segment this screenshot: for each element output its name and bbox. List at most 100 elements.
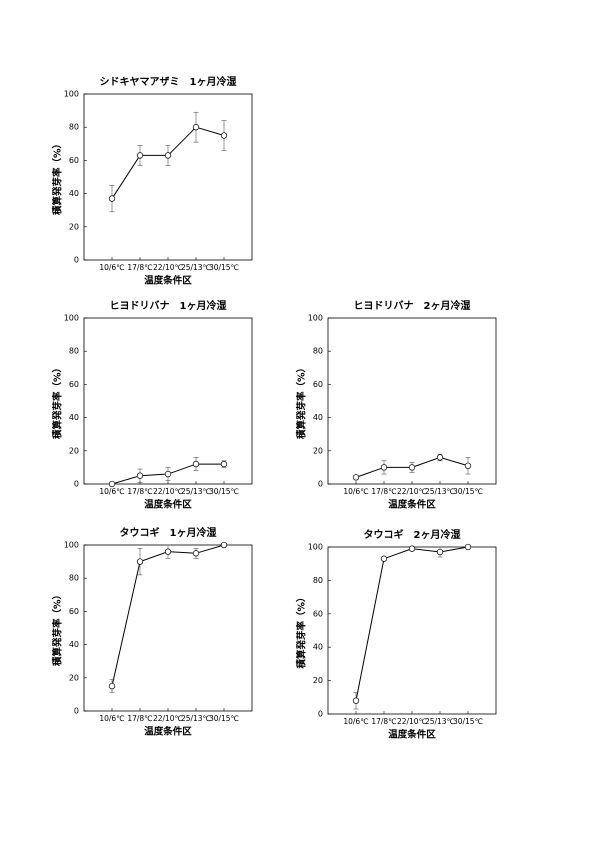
y-tick-label: 0 xyxy=(318,710,323,719)
x-tick-label: 25/13℃ xyxy=(181,263,211,272)
data-point xyxy=(464,543,472,551)
data-point xyxy=(164,152,172,159)
x-tick-label: 30/15℃ xyxy=(453,717,483,726)
y-tick-label: 80 xyxy=(313,576,323,585)
data-point xyxy=(436,454,444,461)
x-axis-label: 温度条件区 xyxy=(144,275,192,287)
y-tick-label: 60 xyxy=(69,607,79,616)
y-axis-label: 積算発芽率（%） xyxy=(296,363,308,440)
x-axis-label: 温度条件区 xyxy=(144,726,192,738)
x-tick-label: 25/13℃ xyxy=(425,487,455,496)
y-tick-label: 80 xyxy=(69,574,79,583)
y-tick-label: 60 xyxy=(69,156,79,165)
y-tick-label: 100 xyxy=(308,314,323,323)
y-tick-label: 80 xyxy=(313,347,323,356)
data-point xyxy=(220,541,228,549)
y-tick-label: 20 xyxy=(313,446,323,455)
y-tick-label: 0 xyxy=(318,480,323,489)
x-tick-label: 17/8℃ xyxy=(127,487,152,496)
y-tick-label: 80 xyxy=(69,347,79,356)
data-point xyxy=(164,470,172,478)
y-tick-label: 40 xyxy=(313,413,323,422)
data-point xyxy=(436,548,444,556)
data-point xyxy=(136,472,144,479)
plot-frame xyxy=(327,317,497,485)
x-tick-label: 22/10℃ xyxy=(397,487,427,496)
data-point xyxy=(136,558,144,565)
x-tick-label: 10/6℃ xyxy=(343,487,368,496)
y-tick-label: 100 xyxy=(64,541,79,550)
plot-frame xyxy=(83,317,253,485)
data-point xyxy=(192,460,200,468)
data-point xyxy=(108,480,116,488)
data-point xyxy=(164,548,172,555)
y-tick-label: 40 xyxy=(69,640,79,649)
data-point xyxy=(380,464,388,471)
y-tick-label: 0 xyxy=(74,480,79,489)
chart: タウコギ 2ヶ月冷湿 0 20 40 60 80 100 積算発芽率（%） 温度条件区 10/6℃… xyxy=(296,528,497,741)
x-tick-label: 25/13℃ xyxy=(425,717,455,726)
chart-title: タウコギ 1ヶ月冷湿 xyxy=(120,526,217,539)
chart: ヒヨドリバナ 1ヶ月冷湿 0 20 40 60 80 100 積算発芽率（%） 温度条件区 10/… xyxy=(52,299,253,511)
x-tick-label: 30/15℃ xyxy=(209,263,239,272)
x-tick-label: 22/10℃ xyxy=(153,487,183,496)
x-tick-label: 17/8℃ xyxy=(371,487,396,496)
y-tick-label: 20 xyxy=(313,676,323,685)
x-tick-label: 30/15℃ xyxy=(209,714,239,723)
y-tick-label: 40 xyxy=(69,189,79,198)
x-tick-label: 10/6℃ xyxy=(99,714,124,723)
y-axis-label: 積算発芽率（%） xyxy=(296,592,308,669)
y-axis-label: 積算発芽率（%） xyxy=(52,139,64,216)
plot-frame xyxy=(83,93,253,261)
y-tick-label: 20 xyxy=(69,446,79,455)
data-point xyxy=(352,474,360,481)
plot-frame xyxy=(327,546,497,715)
data-point xyxy=(220,460,228,468)
data-line xyxy=(355,546,469,701)
y-tick-label: 80 xyxy=(69,123,79,132)
x-tick-label: 17/8℃ xyxy=(371,717,396,726)
chart-title: シドキヤマアザミ 1ヶ月冷湿 xyxy=(100,75,237,88)
chart-title: ヒヨドリバナ 2ヶ月冷湿 xyxy=(354,299,471,312)
x-tick-label: 22/10℃ xyxy=(153,714,183,723)
chart-title: タウコギ 2ヶ月冷湿 xyxy=(364,528,461,541)
data-point xyxy=(108,195,116,202)
chart: ヒヨドリバナ 2ヶ月冷湿 0 20 40 60 80 100 積算発芽率（%） 温度条件区 10/… xyxy=(296,299,497,511)
x-tick-label: 25/13℃ xyxy=(181,487,211,496)
y-axis-label: 積算発芽率（%） xyxy=(52,363,64,440)
x-tick-label: 25/13℃ xyxy=(181,714,211,723)
x-tick-label: 17/8℃ xyxy=(127,714,152,723)
y-tick-label: 100 xyxy=(308,543,323,552)
data-point xyxy=(408,545,416,552)
data-point xyxy=(408,464,416,471)
y-tick-label: 60 xyxy=(313,380,323,389)
data-point xyxy=(108,682,116,690)
x-tick-label: 10/6℃ xyxy=(343,717,368,726)
y-tick-label: 20 xyxy=(69,222,79,231)
y-tick-label: 0 xyxy=(74,256,79,265)
y-tick-label: 40 xyxy=(69,413,79,422)
y-tick-label: 20 xyxy=(69,673,79,682)
y-tick-label: 100 xyxy=(64,314,79,323)
y-tick-label: 60 xyxy=(313,609,323,618)
y-tick-label: 40 xyxy=(313,643,323,652)
data-line xyxy=(111,544,225,687)
chart: タウコギ 1ヶ月冷湿 0 20 40 60 80 100 積算発芽率（%） 温度条件区 10/6℃… xyxy=(52,526,253,738)
data-point xyxy=(220,132,228,139)
data-point xyxy=(352,697,360,704)
data-point xyxy=(380,555,388,562)
x-tick-label: 30/15℃ xyxy=(453,487,483,496)
x-tick-label: 22/10℃ xyxy=(153,263,183,272)
x-axis-label: 温度条件区 xyxy=(144,499,192,511)
x-tick-label: 30/15℃ xyxy=(209,487,239,496)
x-tick-label: 22/10℃ xyxy=(397,717,427,726)
data-point xyxy=(192,550,200,557)
data-point xyxy=(136,152,144,159)
data-point xyxy=(192,124,200,131)
chart: シドキヤマアザミ 1ヶ月冷湿 0 20 40 60 80 100 積算発芽率（%） 温度条件区 1… xyxy=(52,75,253,287)
data-point xyxy=(464,462,472,469)
x-tick-label: 10/6℃ xyxy=(99,263,124,272)
chart-title: ヒヨドリバナ 1ヶ月冷湿 xyxy=(110,299,227,312)
